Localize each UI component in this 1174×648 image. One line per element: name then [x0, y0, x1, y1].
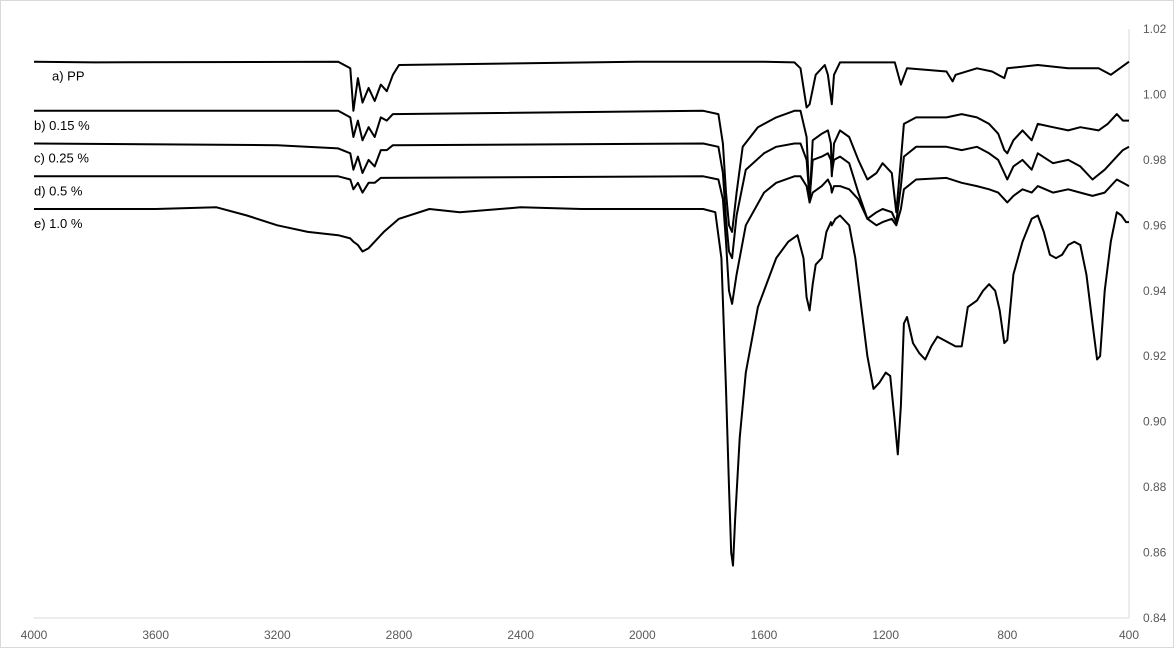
x-tick-labels: 4000 3600 3200 2800 2400 2000 1600 1200 800 400 [21, 628, 1140, 642]
x-tick-label: 2000 [629, 628, 656, 642]
series-label: a) PP [52, 69, 85, 84]
x-tick-label: 800 [997, 628, 1017, 642]
series-labels: a) PP b) 0.15 % c) 0.25 % d) 0.5 % e) 1.0 % [34, 69, 90, 231]
y-tick-label: 0.98 [1143, 153, 1167, 167]
x-tick-label: 1600 [751, 628, 778, 642]
series-line [33, 60, 1130, 112]
series-label: b) 0.15 % [34, 118, 90, 133]
series-lines [33, 60, 1130, 567]
y-tick-label: 0.92 [1143, 349, 1167, 363]
y-tick-label: 0.96 [1143, 218, 1167, 232]
y-tick-label: 0.84 [1143, 611, 1167, 625]
series-line [34, 206, 1129, 567]
y-tick-label: 0.90 [1143, 415, 1167, 429]
series-line [33, 142, 1130, 260]
series-label: d) 0.5 % [34, 183, 83, 198]
y-tick-labels: 1.02 1.00 0.98 0.96 0.94 0.92 0.90 0.88 0.86 0.84 [1143, 22, 1167, 625]
y-tick-label: 0.86 [1143, 546, 1167, 560]
y-tick-label: 0.94 [1143, 284, 1167, 298]
x-tick-label: 2800 [386, 628, 413, 642]
x-tick-label: 1200 [872, 628, 899, 642]
x-tick-label: 2400 [507, 628, 534, 642]
series-line [34, 109, 1129, 233]
x-tick-label: 400 [1119, 628, 1139, 642]
series-line [34, 175, 1130, 305]
y-tick-label: 1.02 [1143, 22, 1167, 36]
x-tick-label: 4000 [21, 628, 48, 642]
x-tick-label: 3600 [142, 628, 169, 642]
axes-group [34, 29, 1130, 619]
series-label: c) 0.25 % [34, 151, 89, 166]
x-tick-label: 3200 [264, 628, 291, 642]
y-tick-label: 1.00 [1143, 87, 1167, 101]
y-tick-label: 0.88 [1143, 480, 1167, 494]
series-label: e) 1.0 % [34, 216, 83, 231]
